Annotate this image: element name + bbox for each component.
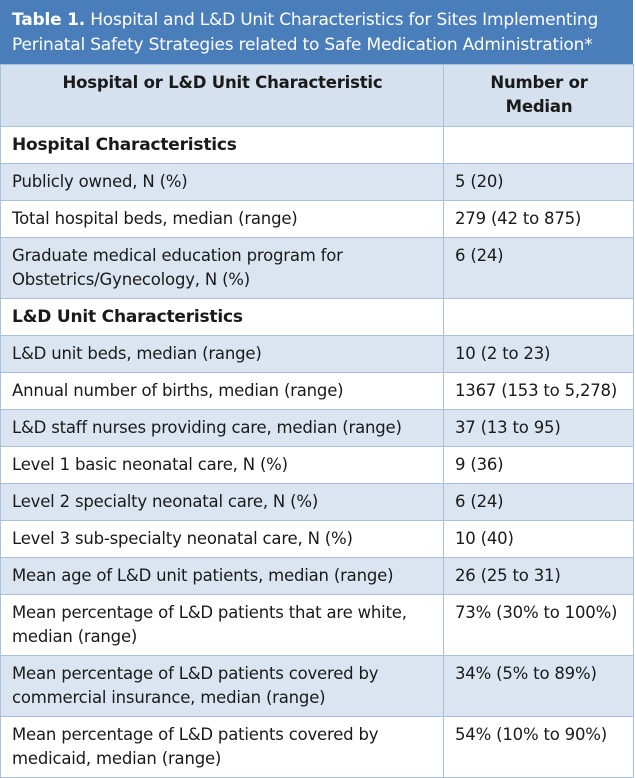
section-value [443,298,634,336]
table-row: Publicly owned, N (%) 5 (20) [0,163,634,201]
table-row: L&D unit beds, median (range) 10 (2 to 2… [0,335,634,373]
table-row: Mean percentage of L&D patients that are… [0,594,634,656]
row-value: 26 (25 to 31) [443,557,634,595]
section-label: L&D Unit Characteristics [0,298,444,336]
table-row: Mean age of L&D unit patients, median (r… [0,557,634,595]
row-value: 34% (5% to 89%) [443,655,634,717]
row-label: Annual number of births, median (range) [0,372,444,410]
row-value: 37 (13 to 95) [443,409,634,447]
table-row: Level 3 sub-specialty neonatal care, N (… [0,520,634,558]
row-label: Level 1 basic neonatal care, N (%) [0,446,444,484]
table-row: Level 1 basic neonatal care, N (%) 9 (36… [0,446,634,484]
column-header-characteristic: Hospital or L&D Unit Characteristic [0,64,444,127]
row-label: Level 3 sub-specialty neonatal care, N (… [0,520,444,558]
row-label: Mean percentage of L&D patients covered … [0,655,444,717]
section-value [443,126,634,164]
table-row: Graduate medical education program for O… [0,237,634,299]
row-value: 6 (24) [443,237,634,299]
section-row-hospital: Hospital Characteristics [0,126,634,164]
row-value: 10 (40) [443,520,634,558]
row-value: 54% (10% to 90%) [443,716,634,778]
table-caption: Table 1. Hospital and L&D Unit Character… [0,0,633,64]
table-caption-label: Table 1. [12,10,86,30]
characteristics-table: Hospital or L&D Unit Characteristic Numb… [0,64,634,778]
table-row: Level 2 specialty neonatal care, N (%) 6… [0,483,634,521]
column-header-value: Number or Median [443,64,634,127]
row-label: Level 2 specialty neonatal care, N (%) [0,483,444,521]
table-row: Mean percentage of L&D patients covered … [0,655,634,717]
row-value: 73% (30% to 100%) [443,594,634,656]
table-row: Annual number of births, median (range) … [0,372,634,410]
row-label: Mean percentage of L&D patients covered … [0,716,444,778]
section-row-ld-unit: L&D Unit Characteristics [0,298,634,336]
row-label: L&D staff nurses providing care, median … [0,409,444,447]
table-row: Total hospital beds, median (range) 279 … [0,200,634,238]
row-label: Graduate medical education program for O… [0,237,444,299]
row-label: Publicly owned, N (%) [0,163,444,201]
row-label: Total hospital beds, median (range) [0,200,444,238]
row-value: 1367 (153 to 5,278) [443,372,634,410]
row-label: Mean percentage of L&D patients that are… [0,594,444,656]
section-label: Hospital Characteristics [0,126,444,164]
table-caption-text: Hospital and L&D Unit Characteristics fo… [12,10,599,55]
row-value: 6 (24) [443,483,634,521]
row-value: 10 (2 to 23) [443,335,634,373]
row-value: 5 (20) [443,163,634,201]
table-header-row: Hospital or L&D Unit Characteristic Numb… [0,64,634,127]
row-label: L&D unit beds, median (range) [0,335,444,373]
row-value: 279 (42 to 875) [443,200,634,238]
row-label: Mean age of L&D unit patients, median (r… [0,557,444,595]
row-value: 9 (36) [443,446,634,484]
table-row: Mean percentage of L&D patients covered … [0,716,634,778]
table-row: L&D staff nurses providing care, median … [0,409,634,447]
